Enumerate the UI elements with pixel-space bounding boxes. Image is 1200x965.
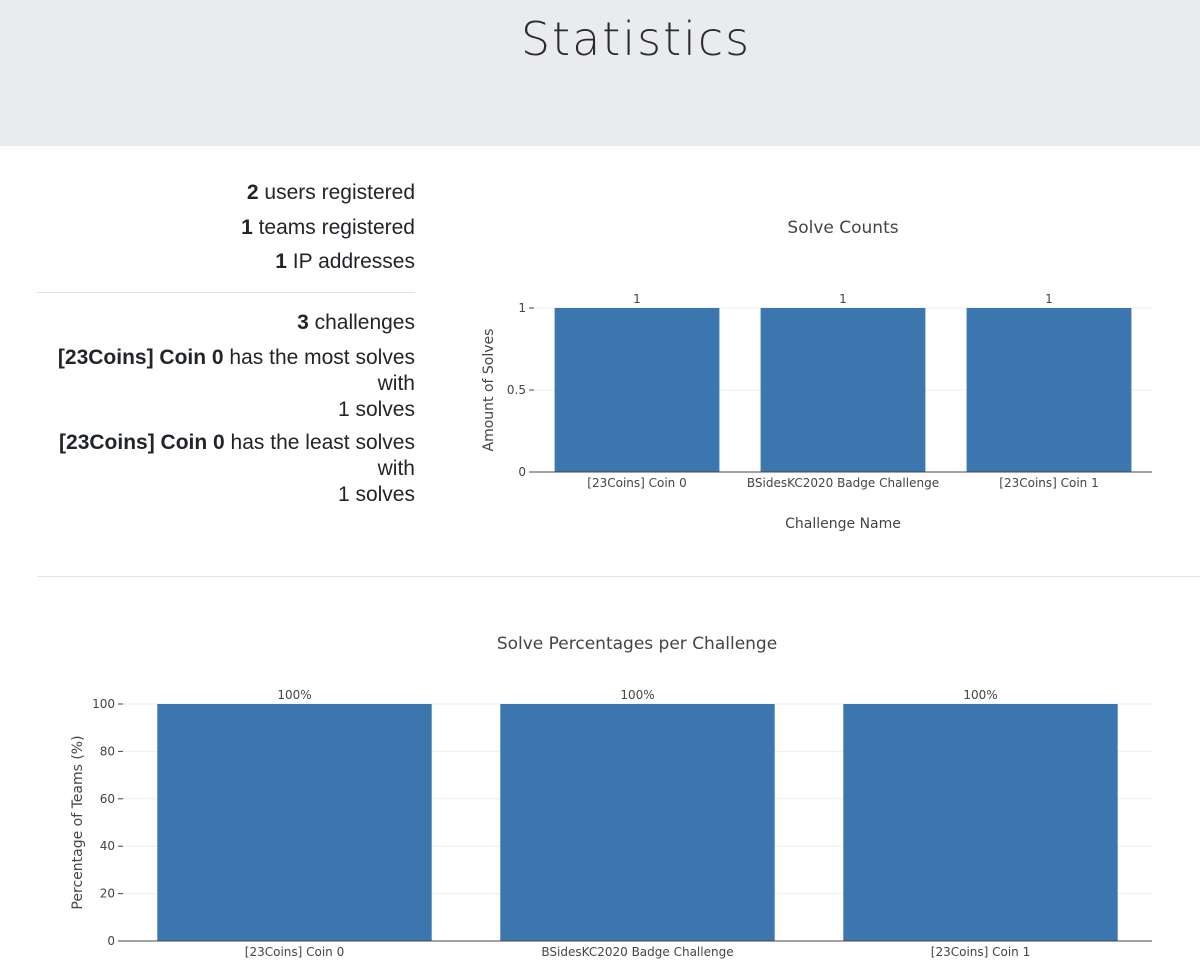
challenges-count-line: 3 challenges	[297, 310, 415, 336]
x-tick-label: [23Coins] Coin 1	[999, 476, 1098, 490]
y-tick-label: 0	[107, 934, 115, 948]
bar	[843, 704, 1118, 941]
y-tick-label: 1	[518, 301, 526, 315]
bar	[966, 308, 1132, 472]
divider	[37, 292, 415, 293]
ips-label: IP addresses	[286, 250, 415, 273]
bar	[760, 308, 926, 472]
least-solves-with: with	[377, 457, 415, 480]
x-tick-label: BSidesKC2020 Badge Challenge	[541, 945, 733, 959]
y-tick-label: 20	[100, 887, 115, 901]
teams-label: teams registered	[252, 216, 415, 239]
y-tick-label: 0	[518, 465, 526, 479]
bar	[554, 308, 720, 472]
most-solves-text: has the most solves	[223, 346, 415, 369]
most-solves-count: 1 solves	[337, 398, 415, 421]
x-tick-label: BSidesKC2020 Badge Challenge	[747, 476, 939, 490]
chart-title: Solve Counts	[787, 218, 898, 238]
users-registered: 2 users registered	[247, 180, 415, 206]
y-tick-label: 100	[92, 697, 115, 711]
data-label: 1	[633, 292, 641, 306]
least-solves-text: has the least solves	[224, 431, 415, 454]
bar	[157, 704, 432, 941]
y-axis-label: Amount of Solves	[481, 329, 497, 452]
x-tick-label: [23Coins] Coin 0	[245, 945, 344, 959]
bar	[500, 704, 775, 941]
y-tick-label: 0.5	[507, 383, 526, 397]
x-tick-label: [23Coins] Coin 0	[587, 476, 686, 490]
most-solves-with: with	[377, 372, 415, 395]
teams-registered: 1 teams registered	[241, 215, 415, 241]
most-solves-name: [23Coins] Coin 0	[57, 346, 224, 369]
data-label: 100%	[277, 688, 311, 702]
solve-counts-chart: 0 0.5 1 1 [23Coins] Coin 0 1 BSidesKC2020 Badg…	[481, 218, 1152, 532]
challenges-label: challenges	[308, 311, 415, 334]
y-tick-label: 60	[100, 792, 115, 806]
users-count: 2	[246, 181, 259, 204]
data-label: 100%	[620, 688, 654, 702]
most-solves: [23Coins] Coin 0 has the most solves wit…	[37, 345, 415, 423]
ips-count: 1	[275, 250, 287, 273]
data-label: 100%	[963, 688, 997, 702]
solve-percentages-chart: 0 20 40 60 80 100 100% [23Coins] Coin 0 100% BSid…	[70, 634, 1152, 959]
ip-addresses: 1 IP addresses	[275, 249, 415, 275]
x-axis-label: Challenge Name	[785, 516, 901, 532]
users-label: users registered	[258, 181, 415, 204]
challenges-count: 3	[297, 311, 309, 334]
data-label: 1	[1045, 292, 1053, 306]
divider	[37, 576, 1200, 577]
data-label: 1	[839, 292, 847, 306]
chart-title: Solve Percentages per Challenge	[497, 634, 777, 654]
page-title: Statistics	[520, 12, 752, 66]
page-header: Statistics	[0, 0, 1200, 146]
y-tick-label: 80	[100, 744, 115, 758]
least-solves-name: [23Coins] Coin 0	[59, 431, 225, 454]
teams-count: 1	[241, 216, 253, 239]
least-solves: [23Coins] Coin 0 has the least solves wi…	[37, 430, 415, 508]
y-tick-label: 40	[100, 839, 115, 853]
least-solves-count: 1 solves	[337, 483, 415, 506]
x-tick-label: [23Coins] Coin 1	[931, 945, 1030, 959]
y-axis-label: Percentage of Teams (%)	[70, 735, 86, 909]
